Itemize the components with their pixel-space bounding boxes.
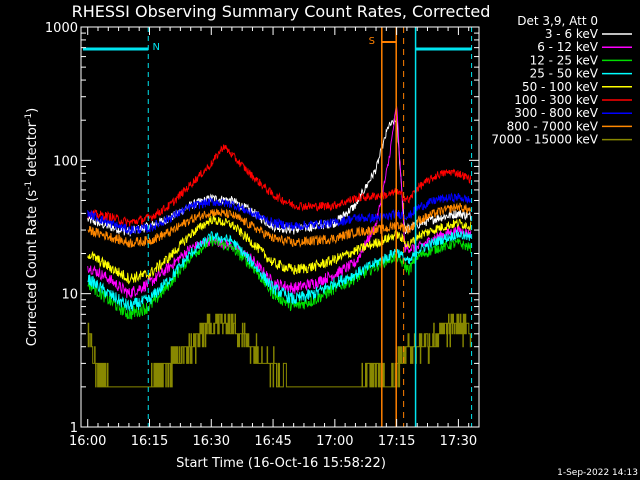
series-line — [87, 105, 472, 299]
axes-frame — [80, 26, 480, 428]
legend-header: Det 3,9, Att 0 — [517, 14, 598, 28]
x-tick-label: 17:15 — [378, 434, 415, 449]
x-tick-label: 16:30 — [193, 434, 230, 449]
series-line — [87, 229, 472, 312]
night-marker-label: N — [153, 42, 160, 53]
x-axis-ticks: 16:00 16:15 16:30 16:45 17:00 17:15 17:30 — [69, 27, 480, 449]
legend-entry-label: 12 - 25 keV — [530, 53, 599, 67]
legend-entry-label: 800 - 7000 keV — [507, 119, 599, 133]
series-line — [87, 202, 472, 249]
legend-entry-label: 25 - 50 keV — [530, 67, 599, 81]
x-tick-label: 17:30 — [440, 434, 477, 449]
y-tick-label: 10 — [61, 288, 78, 303]
legend-entry-label: 6 - 12 keV — [537, 40, 599, 54]
x-axis-label: Start Time (16-Oct-16 15:58:22) — [176, 456, 386, 471]
series-layer — [87, 105, 472, 388]
x-tick-label: 16:15 — [131, 434, 168, 449]
legend-entry-label: 300 - 800 keV — [514, 106, 598, 120]
y-axis-label: Corrected Count Rate (s-1 detector-1) — [24, 108, 40, 346]
y-tick-label: 100 — [53, 154, 78, 169]
x-tick-label: 16:00 — [69, 434, 106, 449]
legend-entry-label: 50 - 100 keV — [522, 80, 599, 94]
x-tick-label: 17:00 — [316, 434, 353, 449]
legend-entry-label: 7000 - 15000 keV — [491, 133, 598, 147]
series-line — [87, 192, 472, 235]
legend-entry-label: 100 - 300 keV — [514, 93, 598, 107]
series-line — [87, 144, 472, 227]
y-axis-ticks: 1 10 100 1000 — [45, 21, 479, 436]
x-tick-label: 16:45 — [254, 434, 291, 449]
series-line — [87, 214, 472, 285]
y-tick-label: 1 — [70, 421, 78, 436]
marker-layer — [83, 27, 473, 427]
footer-timestamp: 1-Sep-2022 14:13 — [557, 468, 638, 478]
chart-title: RHESSI Observing Summary Count Rates, Co… — [72, 2, 491, 21]
saa-marker-label: S — [369, 36, 375, 47]
legend-entry-label: 3 - 6 keV — [545, 27, 599, 41]
y-tick-label: 1000 — [45, 21, 78, 36]
